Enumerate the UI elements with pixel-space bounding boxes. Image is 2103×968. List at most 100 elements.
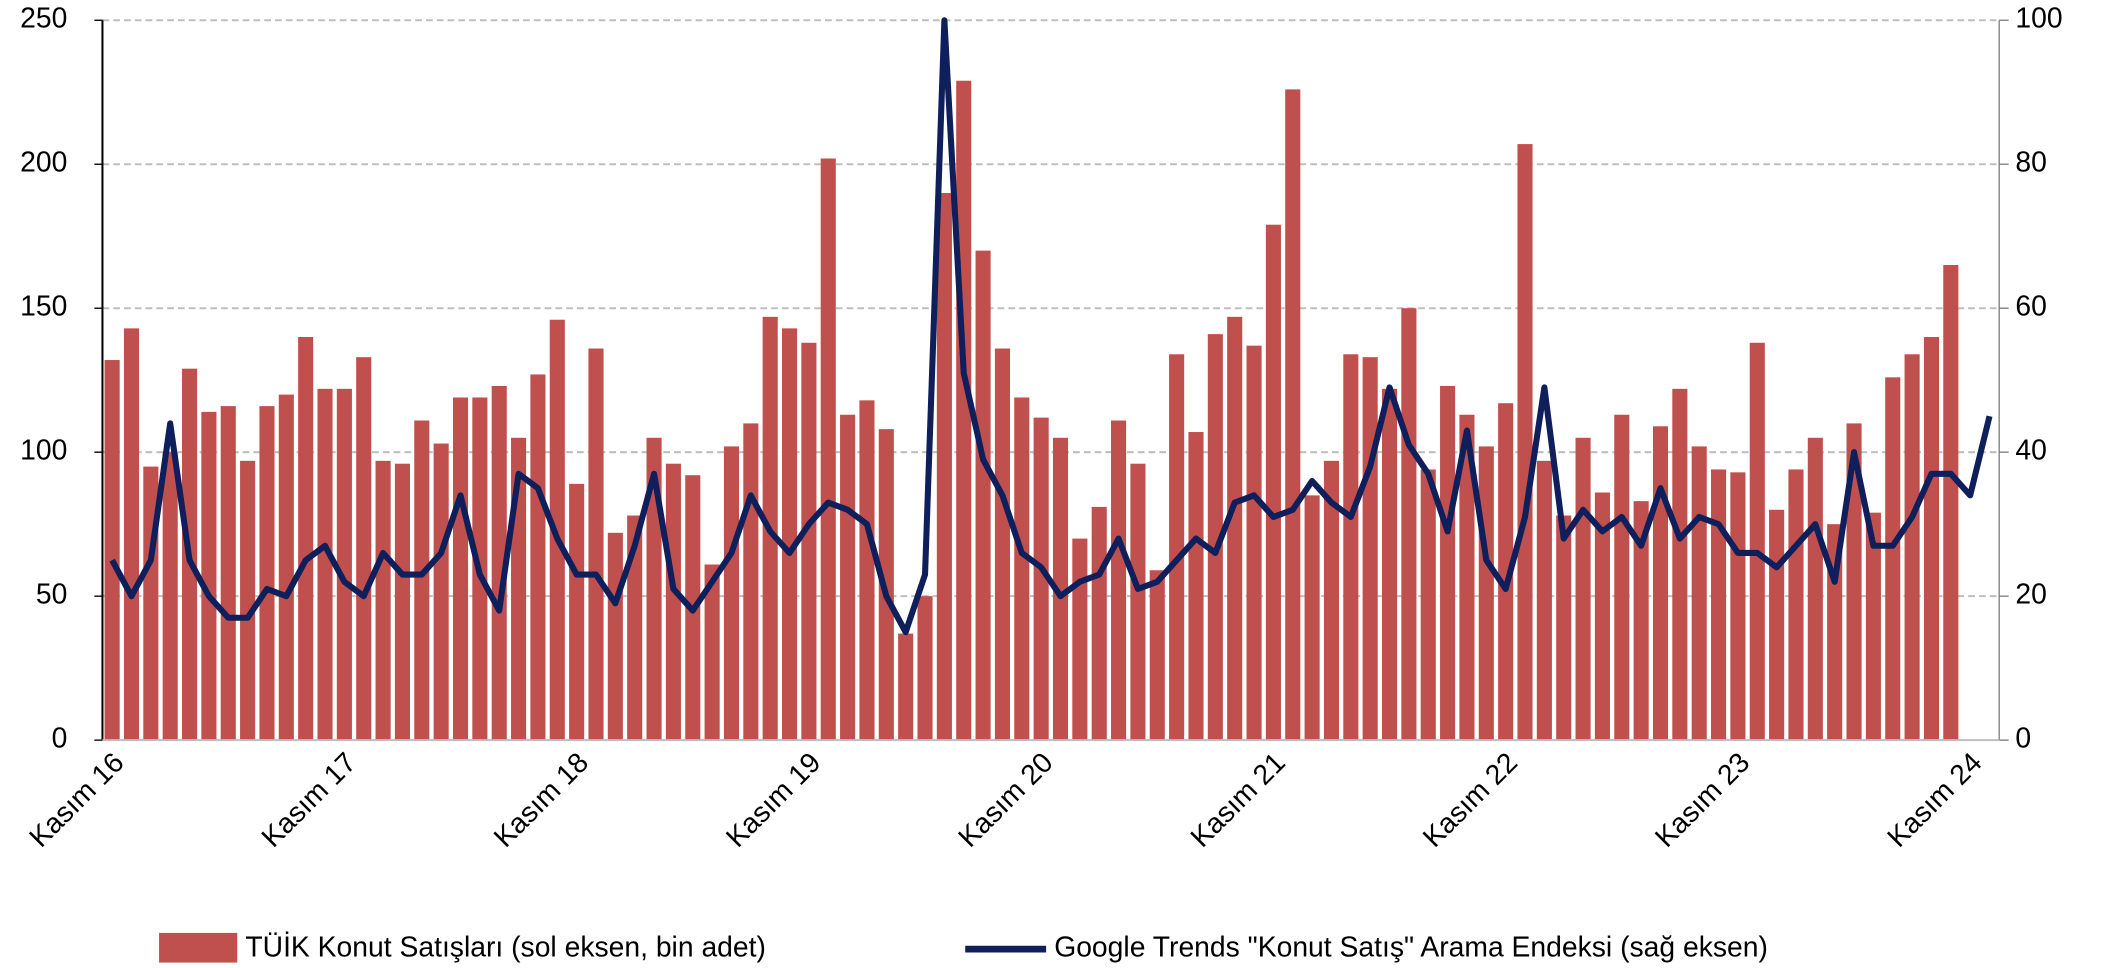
bar xyxy=(356,357,372,741)
bar xyxy=(1865,512,1881,741)
bar xyxy=(1556,515,1572,741)
bar xyxy=(1420,469,1436,741)
bar xyxy=(1014,397,1030,741)
y2-tick-label: 60 xyxy=(2015,290,2046,322)
bar xyxy=(840,414,856,741)
bar xyxy=(1943,265,1959,741)
y-tick-label: 200 xyxy=(20,146,67,178)
bar xyxy=(201,411,217,741)
bar xyxy=(1691,446,1707,741)
bar xyxy=(1227,316,1243,741)
bar xyxy=(1323,460,1340,741)
bar xyxy=(336,388,352,741)
bar xyxy=(1498,403,1514,741)
bar xyxy=(433,443,449,741)
bar xyxy=(220,406,236,741)
bar xyxy=(104,360,120,741)
legend-label: Google Trends "Konut Satış" Arama Endeks… xyxy=(1054,931,1768,963)
bar xyxy=(1788,469,1804,741)
bar xyxy=(627,515,643,741)
bar xyxy=(723,446,740,741)
y-tick-label: 100 xyxy=(20,434,67,466)
bar xyxy=(1749,342,1765,741)
x-tick-label: Kasım 20 xyxy=(952,746,1059,853)
bar xyxy=(1807,437,1823,741)
bar xyxy=(1072,538,1088,741)
bar xyxy=(1711,469,1727,741)
bar xyxy=(859,400,875,741)
y2-tick-label: 0 xyxy=(2015,722,2031,754)
bar xyxy=(491,385,507,741)
bar xyxy=(1265,224,1281,741)
bar xyxy=(898,633,914,741)
bar xyxy=(665,463,681,741)
bar xyxy=(1207,334,1223,741)
y2-tick-label: 20 xyxy=(2015,578,2046,610)
bar xyxy=(1517,144,1533,741)
bar xyxy=(1652,426,1669,741)
bar xyxy=(1401,308,1417,741)
legend-label: TÜİK Konut Satışları (sol eksen, bin ade… xyxy=(245,931,766,963)
x-tick-label: Kasım 23 xyxy=(1648,746,1755,853)
bar xyxy=(1769,509,1785,741)
bar xyxy=(1304,495,1320,741)
bar xyxy=(1440,385,1456,741)
bar xyxy=(1923,337,1940,741)
bar xyxy=(298,337,314,741)
bar xyxy=(123,328,140,741)
y-tick-label: 50 xyxy=(36,578,67,610)
bar xyxy=(1614,414,1630,741)
bar xyxy=(588,348,604,741)
bar xyxy=(162,452,178,741)
x-tick-label: Kasım 18 xyxy=(487,746,594,853)
bar xyxy=(781,328,798,741)
x-tick-label: Kasım 16 xyxy=(23,746,130,853)
bar xyxy=(1362,357,1378,741)
bar xyxy=(820,158,836,741)
legend-swatch xyxy=(159,932,238,963)
bar xyxy=(704,564,720,741)
bar xyxy=(1536,460,1552,741)
x-tick-label: Kasım 19 xyxy=(719,746,826,853)
bar xyxy=(1885,377,1901,741)
x-tick-label: Kasım 17 xyxy=(255,746,362,853)
x-tick-label: Kasım 21 xyxy=(1184,746,1291,853)
x-tick-label: Kasım 24 xyxy=(1881,746,1988,853)
y-tick-label: 250 xyxy=(20,2,67,34)
bar xyxy=(1149,570,1165,741)
bar xyxy=(1904,354,1920,741)
bar xyxy=(375,460,391,741)
bar xyxy=(530,374,546,741)
bar xyxy=(1633,501,1649,741)
bar xyxy=(1246,345,1262,741)
bar xyxy=(1575,437,1591,741)
bar xyxy=(1594,492,1610,741)
bar xyxy=(1730,472,1746,741)
bar xyxy=(259,406,275,741)
bar xyxy=(317,388,333,741)
bar xyxy=(936,193,952,741)
y-tick-label: 0 xyxy=(52,722,68,754)
y2-tick-label: 80 xyxy=(2015,146,2046,178)
bar xyxy=(278,394,294,741)
bar xyxy=(743,423,759,741)
bar xyxy=(917,596,933,741)
bar xyxy=(1188,432,1204,741)
bar xyxy=(1111,420,1127,741)
y2-tick-label: 100 xyxy=(2015,2,2062,34)
x-tick-label: Kasım 22 xyxy=(1416,746,1523,853)
bar xyxy=(607,532,623,741)
bar xyxy=(549,319,565,741)
bar xyxy=(1343,354,1359,741)
legend: TÜİK Konut Satışları (sol eksen, bin ade… xyxy=(159,931,1768,963)
bar xyxy=(956,80,972,741)
bar xyxy=(1381,388,1398,741)
bar xyxy=(994,348,1010,741)
bar xyxy=(394,463,410,741)
bar xyxy=(1033,417,1049,741)
bar xyxy=(1130,463,1146,741)
bar xyxy=(1846,423,1862,741)
bar xyxy=(1052,437,1069,741)
